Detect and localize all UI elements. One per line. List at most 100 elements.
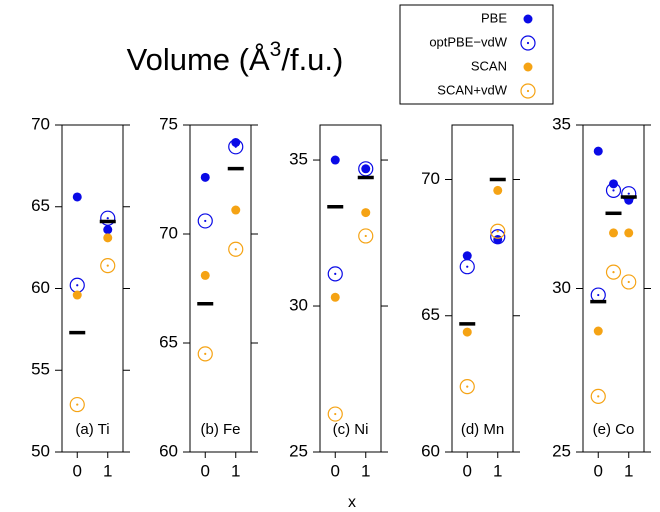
- point-center: [76, 284, 79, 287]
- x-axis-label: x: [348, 494, 356, 511]
- point-ring: [621, 274, 637, 290]
- panel-label: (c) Ni: [333, 421, 369, 438]
- legend-label: optPBE−vdW: [429, 34, 507, 49]
- y-tick-label: 25: [289, 441, 308, 460]
- point: [200, 270, 210, 280]
- y-tick-label: 60: [159, 441, 178, 460]
- point-ring: [197, 346, 213, 362]
- point-center: [364, 167, 367, 170]
- point: [523, 62, 533, 72]
- point: [327, 266, 343, 282]
- legend-label: SCAN+vdW: [437, 82, 507, 97]
- legend-label: PBE: [481, 10, 507, 25]
- point: [361, 208, 371, 218]
- point-center: [526, 41, 530, 45]
- y-tick-label: 70: [421, 169, 440, 188]
- point: [231, 205, 241, 215]
- point-center: [106, 264, 109, 267]
- x-tick-label: 1: [624, 461, 633, 480]
- panel-label: (e) Co: [593, 421, 635, 438]
- point-ring: [228, 241, 244, 257]
- legend-label: SCAN: [471, 58, 507, 73]
- point-center: [597, 395, 600, 398]
- panel-label: (a) Ti: [75, 421, 109, 438]
- point-ring: [520, 83, 536, 99]
- y-tick-label: 30: [289, 296, 308, 315]
- point: [590, 388, 606, 405]
- point: [493, 185, 503, 195]
- point: [490, 223, 506, 239]
- point: [358, 228, 374, 244]
- y-tick-label: 75: [159, 114, 178, 133]
- point-center: [334, 412, 337, 416]
- point: [69, 277, 85, 293]
- point-center: [106, 217, 109, 220]
- point-ring: [621, 186, 637, 202]
- point: [520, 83, 536, 99]
- x-tick-label: 1: [103, 461, 112, 480]
- point: [605, 182, 622, 198]
- y-tick-label: 25: [552, 441, 571, 460]
- y-tick-label: 65: [31, 196, 50, 215]
- point: [103, 225, 113, 235]
- point: [621, 186, 637, 202]
- point: [100, 258, 116, 274]
- point: [605, 264, 622, 280]
- y-tick-label: 65: [159, 332, 178, 351]
- point: [462, 251, 472, 261]
- point-ring: [100, 210, 116, 226]
- point-center: [334, 272, 337, 276]
- point: [523, 14, 533, 24]
- x-tick-label: 0: [73, 461, 82, 480]
- x-tick-label: 0: [463, 461, 472, 480]
- point: [197, 346, 213, 362]
- panel-label: (d) Mn: [461, 421, 504, 438]
- point: [100, 210, 116, 226]
- y-tick-label: 50: [31, 441, 50, 460]
- y-tick-label: 55: [31, 360, 50, 379]
- panel-frame: [451, 124, 514, 453]
- point-ring: [327, 266, 343, 282]
- point: [327, 406, 343, 422]
- panel-frame: [319, 124, 382, 453]
- point-ring: [459, 259, 475, 275]
- point-ring: [358, 228, 374, 244]
- point: [621, 274, 637, 290]
- point: [197, 213, 213, 229]
- panel-frame: [582, 124, 645, 453]
- y-tick-label: 65: [421, 305, 440, 324]
- title-text: Volume (Å: [127, 42, 270, 77]
- y-tick-label: 60: [31, 278, 50, 297]
- point-center: [204, 219, 207, 223]
- point-center: [364, 234, 367, 238]
- point-ring: [228, 139, 244, 155]
- y-tick-label: 70: [31, 114, 50, 133]
- x-tick-label: 1: [361, 461, 370, 480]
- point: [490, 229, 506, 245]
- panel-frame: [189, 124, 252, 453]
- point: [462, 327, 472, 337]
- point-ring: [605, 182, 622, 198]
- point-ring: [69, 396, 85, 413]
- point: [200, 172, 210, 182]
- point: [228, 139, 244, 155]
- point-ring: [358, 161, 374, 177]
- y-tick-label: 70: [159, 223, 178, 242]
- point: [228, 241, 244, 257]
- point-ring: [520, 35, 536, 51]
- title: Volume (Å3/f.u.): [127, 38, 344, 78]
- point-center: [76, 403, 79, 406]
- point: [609, 228, 618, 238]
- point: [520, 35, 536, 51]
- point-ring: [197, 213, 213, 229]
- point-center: [234, 248, 237, 251]
- point: [103, 233, 113, 243]
- point-center: [627, 192, 630, 195]
- point-center: [612, 189, 615, 192]
- point: [72, 192, 82, 202]
- point: [330, 292, 340, 302]
- point: [624, 228, 634, 238]
- point-ring: [459, 379, 475, 395]
- point-center: [234, 145, 237, 148]
- point-center: [526, 89, 530, 93]
